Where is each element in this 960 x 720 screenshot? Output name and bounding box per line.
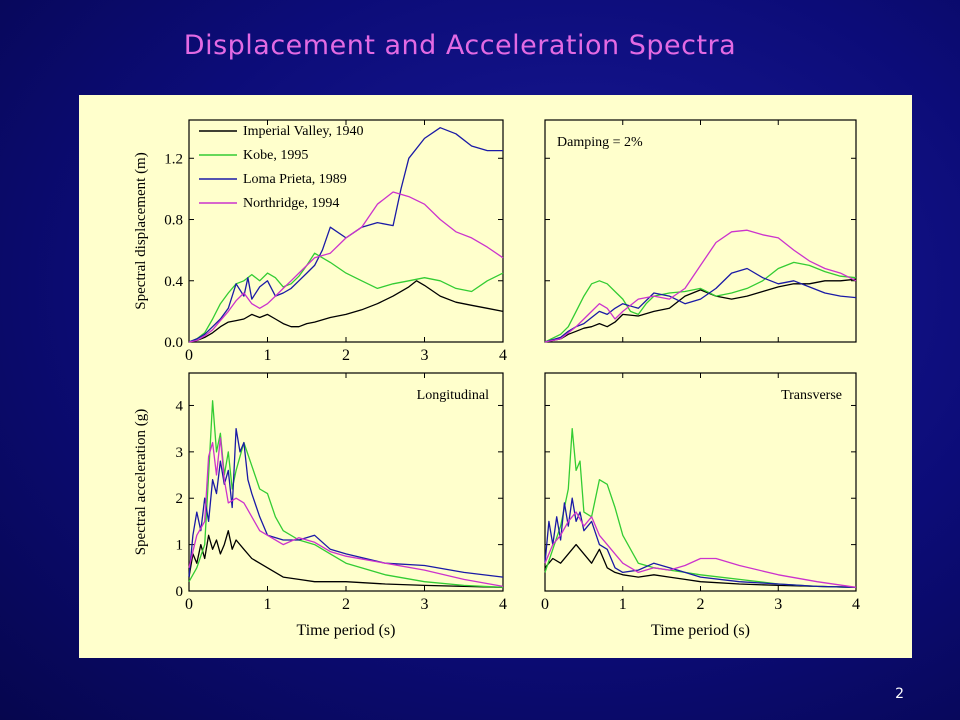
series-line-kobe-1995 — [544, 261, 857, 343]
y-tick-label: 1 — [176, 538, 184, 554]
y-tick-label: 4 — [176, 398, 184, 414]
x-axis-label: Time period (s) — [297, 622, 396, 639]
x-tick-label: 4 — [499, 596, 507, 613]
legend: Imperial Valley, 1940 Kobe, 1995 Loma Prie… — [199, 124, 364, 211]
x-tick-label: 2 — [342, 347, 350, 364]
legend-label-loma-prieta-1989: Loma Prieta, 1989 — [243, 172, 347, 187]
panel-top-left: 0 1 2 3 4 0.0 0.4 0.8 1.2 Spectral displacement (… — [133, 119, 507, 364]
spectra-figure: 0 1 2 3 4 0.0 0.4 0.8 1.2 Spectral displacement (… — [79, 95, 912, 658]
x-tick-label: 0 — [185, 596, 193, 613]
series-line-loma-prieta-1989 — [188, 428, 504, 578]
series-line-northridge-1994 — [188, 437, 504, 588]
panel-annotation: Transverse — [781, 388, 842, 403]
x-axis-label: Time period (s) — [651, 622, 750, 639]
panel-top-right: Damping = 2% — [544, 119, 857, 343]
y-axis-label: Spectral acceleration (g) — [133, 409, 149, 556]
series-line-imperial-valley-1940 — [544, 278, 857, 343]
y-tick-label: 0.0 — [164, 335, 183, 351]
plot-frame — [544, 119, 857, 343]
y-tick-label: 0 — [176, 584, 184, 600]
series-line-kobe-1995 — [544, 428, 857, 588]
x-tick-label: 3 — [421, 596, 429, 613]
y-tick-label: 3 — [176, 445, 184, 461]
y-tick-label: 0.8 — [164, 213, 183, 229]
legend-label-kobe-1995: Kobe, 1995 — [243, 148, 308, 163]
y-tick-label: 2 — [176, 491, 184, 507]
series-line-kobe-1995 — [188, 400, 504, 588]
series-line-imperial-valley-1940 — [188, 530, 504, 588]
slide-title: Displacement and Acceleration Spectra — [183, 30, 737, 61]
x-tick-label: 2 — [697, 596, 705, 613]
series-line-northridge-1994 — [188, 191, 504, 343]
x-tick-label: 2 — [342, 596, 350, 613]
panel-annotation: Damping = 2% — [557, 135, 643, 150]
series-line-loma-prieta-1989 — [544, 497, 857, 588]
x-tick-label: 1 — [619, 596, 627, 613]
x-tick-label: 1 — [264, 596, 272, 613]
plot-frame — [188, 372, 504, 592]
legend-label-northridge-1994: Northridge, 1994 — [243, 196, 339, 211]
y-tick-label: 1.2 — [164, 151, 183, 167]
x-tick-label: 0 — [541, 596, 549, 613]
series-line-imperial-valley-1940 — [188, 280, 504, 343]
y-tick-label: 0.4 — [164, 274, 183, 290]
page-number: 2 — [895, 686, 904, 702]
panel-bottom-left: 0 1 2 3 4 0 1 2 3 4 Spectral acceleration (g) Time … — [133, 372, 507, 639]
x-tick-label: 4 — [499, 347, 507, 364]
spectra-plots: 0 1 2 3 4 0.0 0.4 0.8 1.2 Spectral displacement (… — [133, 119, 860, 639]
panel-bottom-right: 0 1 2 3 4 Time period (s) Transverse — [541, 372, 860, 639]
x-tick-label: 4 — [852, 596, 860, 613]
y-axis-label: Spectral displacement (m) — [133, 152, 149, 309]
series-line-kobe-1995 — [188, 252, 504, 343]
series-line-loma-prieta-1989 — [188, 127, 503, 343]
x-tick-label: 3 — [421, 347, 429, 364]
panel-annotation: Longitudinal — [417, 388, 489, 403]
legend-label-imperial-valley-1940: Imperial Valley, 1940 — [243, 124, 364, 139]
x-tick-label: 3 — [774, 596, 782, 613]
series-line-loma-prieta-1989 — [544, 267, 857, 343]
series-line-imperial-valley-1940 — [544, 543, 857, 588]
x-tick-label: 0 — [185, 347, 193, 364]
series-line-northridge-1994 — [544, 511, 857, 588]
x-tick-label: 1 — [264, 347, 272, 364]
series-line-northridge-1994 — [544, 229, 857, 343]
